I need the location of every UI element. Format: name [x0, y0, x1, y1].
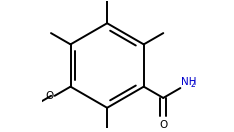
- Text: O: O: [159, 120, 167, 130]
- Text: 2: 2: [191, 80, 195, 89]
- Text: NH: NH: [181, 77, 197, 87]
- Text: O: O: [45, 91, 53, 101]
